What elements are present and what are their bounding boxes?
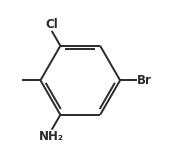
- Text: NH₂: NH₂: [39, 130, 64, 143]
- Text: Cl: Cl: [46, 18, 59, 31]
- Text: Br: Br: [137, 74, 152, 87]
